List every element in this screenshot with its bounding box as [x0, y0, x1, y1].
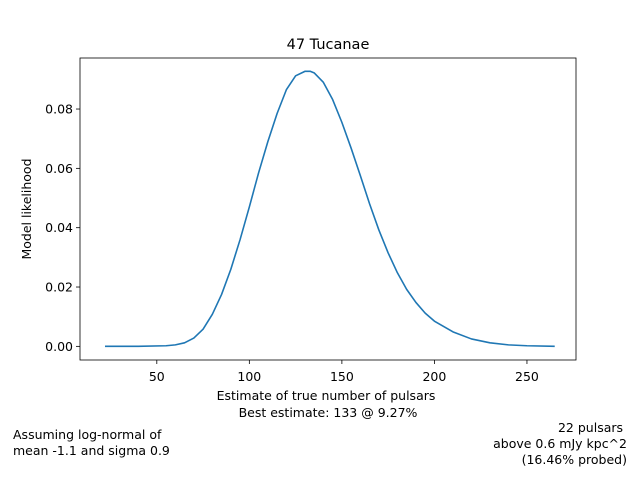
- y-tick-label: 0.08: [45, 102, 73, 117]
- series-line-group: [104, 70, 555, 348]
- y-axis-ticks: 0.00 0.02 0.04 0.06 0.08: [45, 102, 80, 354]
- series-line-0: [104, 70, 555, 348]
- chart-title: 47 Tucanae: [287, 37, 370, 53]
- x-tick-label: 250: [515, 369, 539, 384]
- plot-frame: [79, 57, 577, 361]
- x-tick-label: 150: [330, 369, 354, 384]
- x-axis-ticks: 50 100 150 200 250: [149, 360, 539, 384]
- assumption-note: Assuming log-normal of mean -1.1 and sig…: [13, 427, 170, 458]
- x-axis-label: Estimate of true number of pulsars: [217, 388, 436, 403]
- x-tick-label: 100: [237, 369, 261, 384]
- pulsar-count-note: 22 pulsars above 0.6 mJy kpc^2 (16.46% p…: [493, 420, 627, 467]
- y-tick-label: 0.06: [45, 161, 73, 176]
- x-tick-label: 50: [149, 369, 165, 384]
- x-axis-sublabel: Best estimate: 133 @ 9.27%: [239, 405, 418, 420]
- y-tick-label: 0.02: [45, 280, 73, 295]
- y-axis-label: Model likelihood: [19, 158, 34, 259]
- x-tick-label: 200: [422, 369, 446, 384]
- y-tick-label: 0.00: [45, 339, 73, 354]
- y-tick-label: 0.04: [45, 220, 73, 235]
